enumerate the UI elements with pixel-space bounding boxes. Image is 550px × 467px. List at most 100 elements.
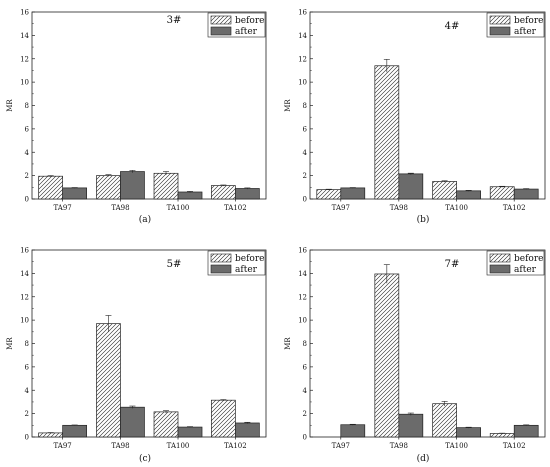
legend-swatch-before [210, 15, 232, 25]
y-axis-label: MR [6, 337, 14, 350]
panel-label: (b) [417, 214, 430, 225]
x-tick-label-TA102: TA102 [224, 442, 247, 450]
legend-label-before: before [235, 254, 264, 264]
x-tick-label-TA100: TA100 [167, 204, 190, 212]
y-tick-label: 4 [303, 387, 308, 395]
legend-label-after: after [514, 265, 537, 275]
bar-after-TA97 [62, 424, 88, 438]
bar-before-TA100 [432, 403, 457, 438]
y-tick-label: 10 [20, 79, 29, 87]
bar-after-TA102 [513, 424, 539, 438]
x-tick-label-TA100: TA100 [445, 442, 468, 450]
legend-label-after: after [514, 27, 537, 37]
bar-after-TA100 [456, 427, 481, 438]
y-tick-label: 10 [298, 79, 307, 87]
legend-swatch-before [210, 253, 232, 263]
y-tick-label: 12 [20, 293, 29, 301]
y-tick-label: 14 [298, 32, 307, 40]
panel-label: (d) [417, 453, 430, 464]
legend-label-before: before [514, 254, 543, 264]
chart-title: 4# [445, 21, 460, 32]
chart-title: 5# [167, 259, 182, 270]
y-tick-label: 16 [298, 247, 307, 255]
x-tick-label-TA102: TA102 [503, 204, 526, 212]
y-tick-label: 6 [303, 125, 308, 133]
legend-label-after: after [235, 265, 258, 275]
y-axis-label: MR [284, 99, 292, 112]
x-tick-label-TA98: TA98 [111, 442, 129, 450]
chart-panel-1: 0 2 4 6 8 10 12 14 16 MR TA97 TA98 TA100 TA102 3# befor… [6, 9, 267, 225]
axes-frame [309, 249, 546, 438]
y-tick-label: 0 [303, 196, 307, 204]
y-tick-label: 10 [20, 317, 29, 325]
y-axis-label: MR [284, 337, 292, 350]
legend-label-before: before [235, 16, 264, 26]
bar-before-TA102 [489, 433, 515, 438]
y-tick-label: 6 [25, 363, 30, 371]
y-tick-label: 2 [25, 172, 29, 180]
y-tick-label: 12 [298, 293, 307, 301]
bar-after-TA97 [340, 424, 366, 438]
x-tick-label-TA98: TA98 [111, 204, 129, 212]
y-tick-label: 0 [25, 196, 29, 204]
chart-panel-3: 0 2 4 6 8 10 12 14 16 MR TA97 TA98 TA100 TA102 5# befor… [6, 247, 267, 464]
y-tick-label: 2 [303, 172, 307, 180]
bar-after-TA98 [398, 173, 424, 200]
panel-label: (c) [139, 453, 151, 464]
bar-after-TA97 [62, 187, 88, 200]
y-tick-label: 16 [298, 9, 307, 17]
y-tick-label: 0 [25, 434, 29, 442]
y-tick-label: 12 [298, 55, 307, 63]
y-tick-label: 4 [303, 149, 308, 157]
y-tick-label: 12 [20, 55, 29, 63]
bar-after-TA98 [120, 406, 145, 438]
x-tick-label-TA98: TA98 [390, 442, 408, 450]
legend-swatch-before [489, 15, 511, 25]
chart-title: 3# [167, 15, 182, 26]
x-tick-label-TA97: TA97 [332, 204, 350, 212]
bar-before-TA102 [210, 185, 236, 200]
legend-swatch-after [489, 264, 511, 274]
y-tick-label: 6 [303, 363, 308, 371]
axes-frame [309, 11, 546, 200]
bar-before-TA102 [210, 399, 236, 438]
y-tick-label: 0 [303, 434, 307, 442]
y-axis-label: MR [6, 99, 14, 112]
bar-after-TA98 [120, 171, 145, 200]
bar-before-TA100 [153, 172, 179, 200]
axes-frame [31, 11, 267, 200]
x-tick-label-TA100: TA100 [445, 204, 468, 212]
bar-after-TA102 [513, 188, 539, 200]
legend-label-after: after [235, 27, 258, 37]
y-tick-label: 8 [25, 340, 29, 348]
y-tick-label: 14 [20, 270, 29, 278]
bar-after-TA100 [177, 426, 203, 438]
y-tick-label: 4 [25, 387, 30, 395]
x-tick-label-TA97: TA97 [332, 442, 350, 450]
legend-label-before: before [514, 16, 543, 26]
bar-before-TA98 [374, 65, 400, 200]
panel-label: (a) [139, 214, 151, 225]
y-tick-label: 4 [25, 149, 30, 157]
x-tick-label-TA100: TA100 [167, 442, 190, 450]
bar-before-TA100 [432, 181, 457, 200]
y-tick-label: 10 [298, 317, 307, 325]
bar-after-TA97 [340, 187, 366, 200]
x-tick-label-TA102: TA102 [503, 442, 526, 450]
bar-before-TA97 [38, 175, 64, 200]
y-tick-label: 6 [25, 125, 30, 133]
y-tick-label: 16 [20, 247, 29, 255]
y-tick-label: 14 [20, 32, 29, 40]
bar-before-TA97 [316, 189, 342, 200]
bar-after-TA100 [456, 190, 481, 200]
y-tick-label: 8 [303, 340, 307, 348]
x-tick-label-TA97: TA97 [54, 204, 72, 212]
y-tick-label: 14 [298, 270, 307, 278]
legend-swatch-before [489, 253, 511, 263]
bar-before-TA98 [96, 323, 121, 438]
bar-after-TA100 [177, 191, 203, 200]
